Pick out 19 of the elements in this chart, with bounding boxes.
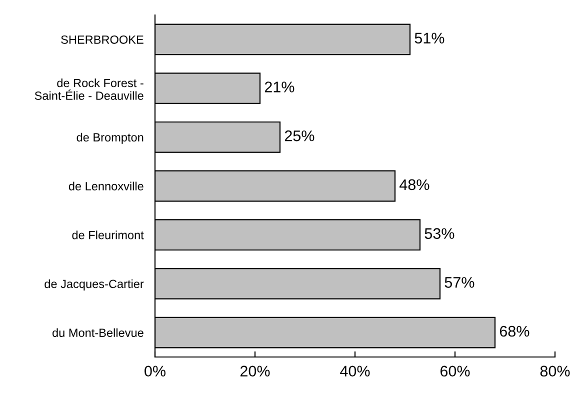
data-label: 57% xyxy=(444,277,474,288)
data-label: 51% xyxy=(414,32,444,44)
x-tick-label: 20% xyxy=(240,366,270,377)
y-tick-label: de Jacques-Cartier xyxy=(44,279,144,290)
y-tick-label: SHERBROOKE xyxy=(61,35,144,44)
x-tick-label: 60% xyxy=(440,366,470,377)
data-label: 53% xyxy=(424,228,454,239)
data-label: 68% xyxy=(500,326,530,337)
y-tick-label: de Rock Forest - Saint-Élie - Deauville xyxy=(34,78,144,100)
x-tick-label: 0% xyxy=(144,366,166,377)
x-tick-label: 40% xyxy=(340,366,370,377)
data-label: 48% xyxy=(400,179,430,190)
y-tick-label: du Mont-Bellevue xyxy=(52,328,144,337)
data-label: 25% xyxy=(284,130,314,142)
y-tick-label: de Brompton xyxy=(76,132,144,144)
y-tick-label: de Fleurimont xyxy=(72,230,144,240)
y-tick-label: de Lennoxville xyxy=(68,182,144,190)
data-label: 21% xyxy=(264,82,294,92)
x-tick-label: 80% xyxy=(540,366,570,377)
